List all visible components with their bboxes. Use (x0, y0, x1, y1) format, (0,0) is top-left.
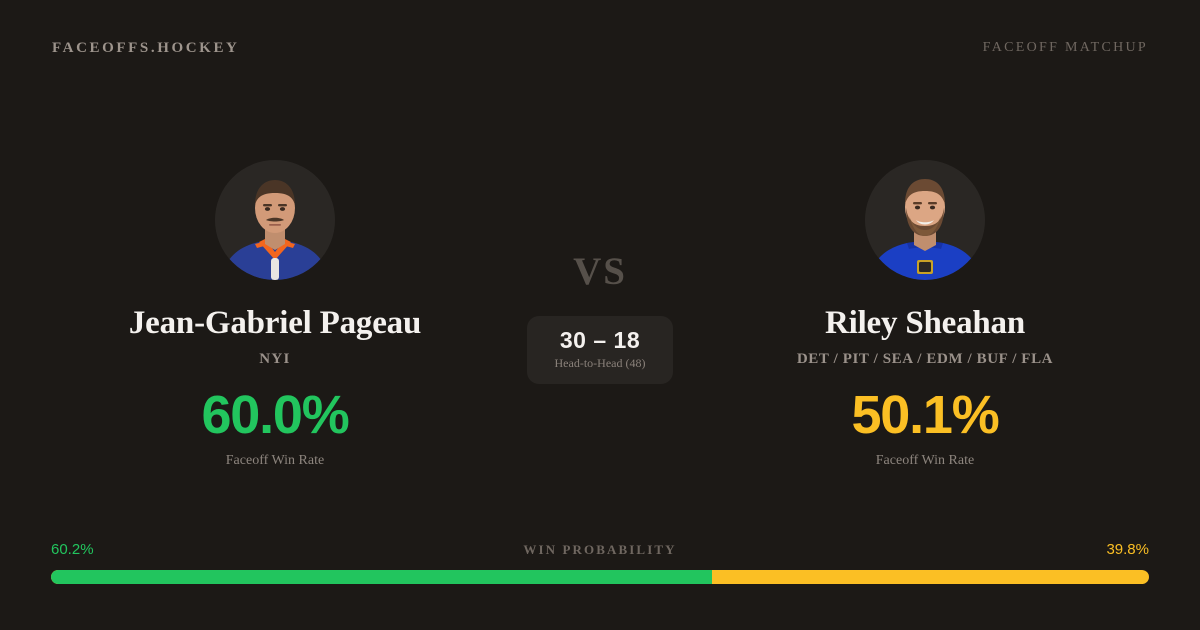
player-name-left: Jean-Gabriel Pageau (128, 305, 422, 341)
win-probability-title: WIN PROBABILITY (523, 542, 677, 557)
win-probability-left-value: 60.2% (51, 541, 94, 558)
versus-label: VS (573, 250, 627, 293)
faceoff-win-rate-left: 60.0% (201, 384, 349, 445)
faceoff-win-rate-label-right: Faceoff Win Rate (875, 452, 975, 468)
win-probability-header: 60.2% WIN PROBABILITY 39.8% (51, 539, 1149, 561)
head-to-head-label: Head-to-Head (48) (554, 356, 646, 371)
win-probability-right-value: 39.8% (1106, 541, 1149, 558)
player-team-left: NYI (259, 350, 291, 367)
player-card-left: Jean-Gabriel Pageau NYI 60.0% Faceoff Wi… (60, 160, 490, 469)
head-to-head-score: 30 – 18 (559, 327, 641, 353)
page-header: FACEOFFS.HOCKEY FACEOFF MATCHUP (0, 0, 1200, 96)
faceoff-win-rate-label-left: Faceoff Win Rate (225, 452, 325, 468)
win-probability-left-fill (51, 570, 712, 584)
player-headshot-left (215, 160, 335, 280)
win-probability-section: 60.2% WIN PROBABILITY 39.8% (51, 539, 1149, 584)
faceoff-win-rate-right: 50.1% (851, 384, 999, 445)
page-kicker: FACEOFF MATCHUP (982, 40, 1148, 55)
versus-block: VS 30 – 18 Head-to-Head (48) (450, 160, 750, 385)
win-probability-bar (51, 570, 1149, 584)
site-brand: FACEOFFS.HOCKEY (52, 39, 240, 56)
player-team-right: DET / PIT / SEA / EDM / BUF / FLA (796, 350, 1054, 367)
player-name-right: Riley Sheahan (824, 305, 1026, 341)
player-card-right: Riley Sheahan DET / PIT / SEA / EDM / BU… (710, 160, 1140, 469)
player-headshot-right (865, 160, 985, 280)
head-to-head-card: 30 – 18 Head-to-Head (48) (526, 316, 674, 385)
